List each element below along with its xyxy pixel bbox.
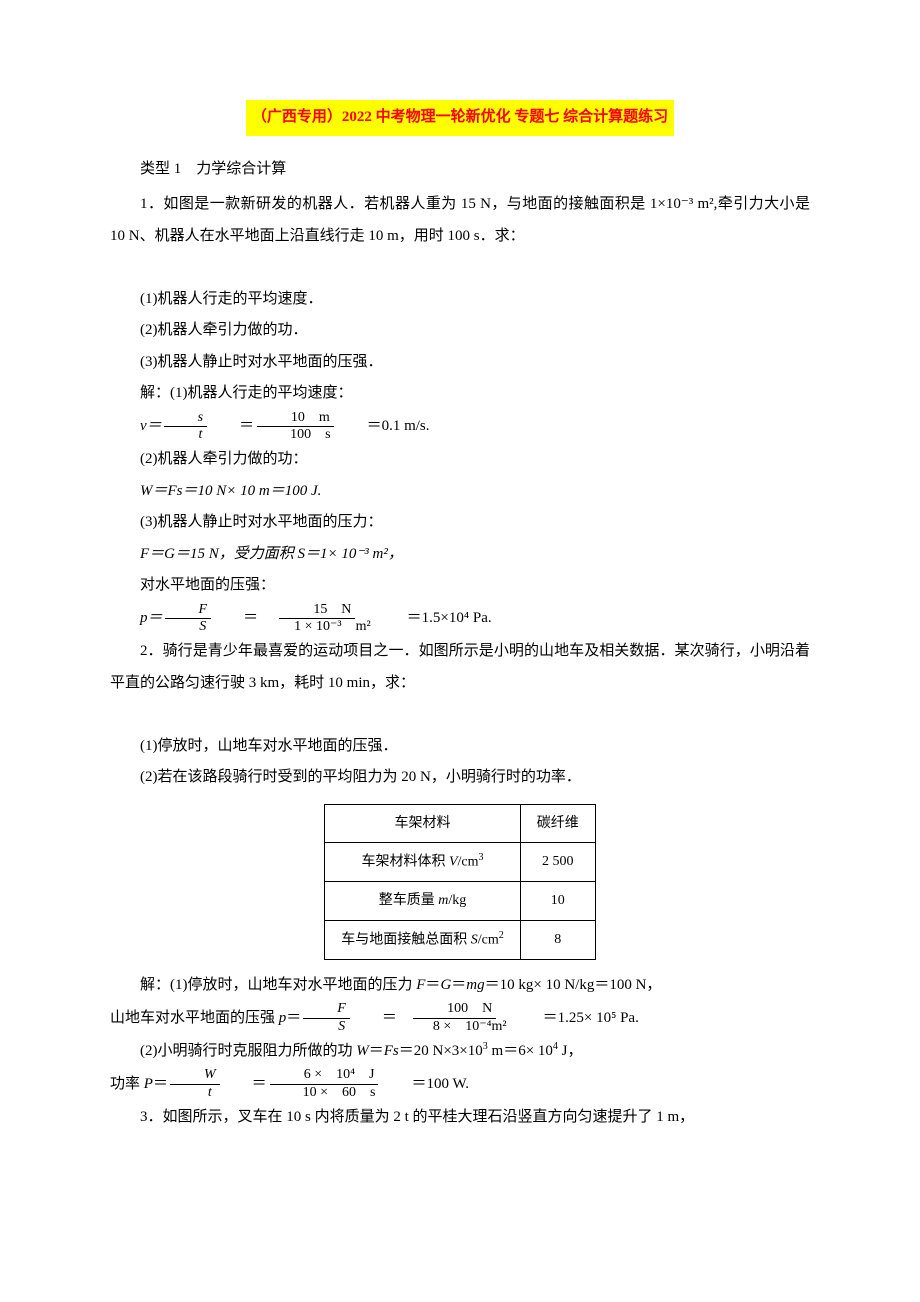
numerator: 10 m bbox=[257, 410, 334, 428]
numerator: F bbox=[165, 602, 212, 620]
q1-a3-formula: p＝ F S ＝ 15 N 1 × 10⁻³ m² ＝1.5×10⁴ Pa. bbox=[110, 602, 810, 637]
section-heading: 类型 1 力学综合计算 bbox=[110, 154, 810, 186]
table-cell: 车架材料体积 V/cm3 bbox=[325, 843, 521, 882]
numerator: 15 N bbox=[279, 602, 355, 620]
fraction: 100 N 8 × 10⁻⁴m² bbox=[399, 1001, 511, 1036]
title-wrap: （广西专用）2022 中考物理一轮新优化 专题七 综合计算题练习 bbox=[110, 100, 810, 136]
q1-a3-p-label: 对水平地面的压强： bbox=[110, 570, 810, 602]
fraction: 15 N 1 × 10⁻³ m² bbox=[260, 602, 375, 637]
equals: ＝ bbox=[352, 1003, 397, 1035]
q1-intro: 1．如图是一款新研发的机器人．若机器人重为 15 N，与地面的接触面积是 1×1… bbox=[110, 189, 810, 252]
denominator: S bbox=[304, 1019, 349, 1036]
table-row: 车架材料体积 V/cm3 2 500 bbox=[325, 843, 596, 882]
q2-part2: (2)若在该路段骑行时受到的平均阻力为 20 N，小明骑行时的功率． bbox=[110, 762, 810, 794]
q1-a2-label: (2)机器人牵引力做的功： bbox=[110, 444, 810, 476]
table-cell: 车与地面接触总面积 S/cm2 bbox=[325, 920, 521, 959]
formula-pretext: 功率 P＝ bbox=[110, 1069, 168, 1101]
equals: ＝ bbox=[222, 1069, 267, 1101]
equals: ＝ bbox=[209, 411, 254, 443]
page-title: （广西专用）2022 中考物理一轮新优化 专题七 综合计算题练习 bbox=[246, 100, 674, 136]
q2-part1: (1)停放时，山地车对水平地面的压强． bbox=[110, 731, 810, 763]
fraction: 6 × 10⁴ J 10 × 60 s bbox=[269, 1067, 380, 1102]
table-cell: 2 500 bbox=[520, 843, 595, 882]
formula-text: v＝ bbox=[110, 411, 162, 443]
equals: ＝ bbox=[213, 603, 258, 635]
result: ＝0.1 m/s. bbox=[337, 411, 430, 443]
q3-intro: 3．如图所示，叉车在 10 s 内将质量为 2 t 的平桂大理石沿竖直方向匀速提… bbox=[110, 1102, 810, 1134]
q1-a3-force: F＝G＝15 N，受力面积 S＝1× 10⁻³ m²， bbox=[110, 539, 810, 571]
fraction: F S bbox=[165, 602, 212, 637]
denominator: 100 s bbox=[256, 427, 334, 444]
q2-a1b-formula: 山地车对水平地面的压强 p＝ F S ＝ 100 N 8 × 10⁻⁴m² ＝1… bbox=[110, 1001, 810, 1036]
formula-text: F＝G＝15 N，受力面积 S＝1× 10⁻³ m²， bbox=[140, 546, 403, 562]
q1-a1-formula: v＝ s t ＝ 10 m 100 s ＝0.1 m/s. bbox=[110, 410, 810, 445]
formula-pretext: 山地车对水平地面的压强 p＝ bbox=[110, 1003, 301, 1035]
numerator: s bbox=[164, 410, 207, 428]
result: ＝1.5×10⁴ Pa. bbox=[377, 603, 492, 635]
q1-part1: (1)机器人行走的平均速度． bbox=[110, 284, 810, 316]
fraction: F S bbox=[303, 1001, 350, 1036]
fraction: W t bbox=[170, 1067, 220, 1102]
q2-a1-label: 解：(1)停放时，山地车对水平地面的压力 F＝G＝mg＝10 kg× 10 N/… bbox=[110, 970, 810, 1002]
table-row: 车架材料 碳纤维 bbox=[325, 804, 596, 842]
numerator: W bbox=[170, 1067, 220, 1085]
table-cell: 整车质量 m/kg bbox=[325, 882, 521, 920]
result: ＝100 W. bbox=[381, 1069, 469, 1101]
table-cell: 10 bbox=[520, 882, 595, 920]
denominator: S bbox=[165, 619, 210, 636]
table-row: 车与地面接触总面积 S/cm2 8 bbox=[325, 920, 596, 959]
q1-a1-label: 解：(1)机器人行走的平均速度： bbox=[110, 378, 810, 410]
table-cell: 车架材料 bbox=[325, 804, 521, 842]
numerator: 6 × 10⁴ J bbox=[270, 1067, 379, 1085]
q1-part3: (3)机器人静止时对水平地面的压强． bbox=[110, 347, 810, 379]
denominator: 1 × 10⁻³ m² bbox=[260, 619, 375, 636]
fraction: s t bbox=[164, 410, 207, 445]
numerator: F bbox=[303, 1001, 350, 1019]
denominator: t bbox=[164, 427, 206, 444]
denominator: 8 × 10⁻⁴m² bbox=[399, 1019, 511, 1036]
numerator: 100 N bbox=[413, 1001, 496, 1019]
q1-a2-formula: W＝Fs＝10 N× 10 m＝100 J. bbox=[110, 476, 810, 508]
q2-a2-label: (2)小明骑行时克服阻力所做的功 W＝Fs＝20 N×3×103 m＝6× 10… bbox=[110, 1036, 810, 1068]
table-cell: 碳纤维 bbox=[520, 804, 595, 842]
table-row: 整车质量 m/kg 10 bbox=[325, 882, 596, 920]
q2-data-table: 车架材料 碳纤维 车架材料体积 V/cm3 2 500 整车质量 m/kg 10… bbox=[324, 804, 596, 960]
denominator: 10 × 60 s bbox=[269, 1085, 380, 1102]
formula-text: p＝ bbox=[110, 603, 163, 635]
q2-a2b-formula: 功率 P＝ W t ＝ 6 × 10⁴ J 10 × 60 s ＝100 W. bbox=[110, 1067, 810, 1102]
result: ＝1.25× 10⁵ Pa. bbox=[513, 1003, 639, 1035]
q1-a3-label: (3)机器人静止时对水平地面的压力： bbox=[110, 507, 810, 539]
formula-text: W＝Fs＝10 N× 10 m＝100 J. bbox=[140, 483, 321, 499]
denominator: t bbox=[174, 1085, 216, 1102]
q1-part2: (2)机器人牵引力做的功． bbox=[110, 315, 810, 347]
table-cell: 8 bbox=[520, 920, 595, 959]
fraction: 10 m 100 s bbox=[256, 410, 334, 445]
q2-intro: 2．骑行是青少年最喜爱的运动项目之一．如图所示是小明的山地车及相关数据．某次骑行… bbox=[110, 636, 810, 699]
